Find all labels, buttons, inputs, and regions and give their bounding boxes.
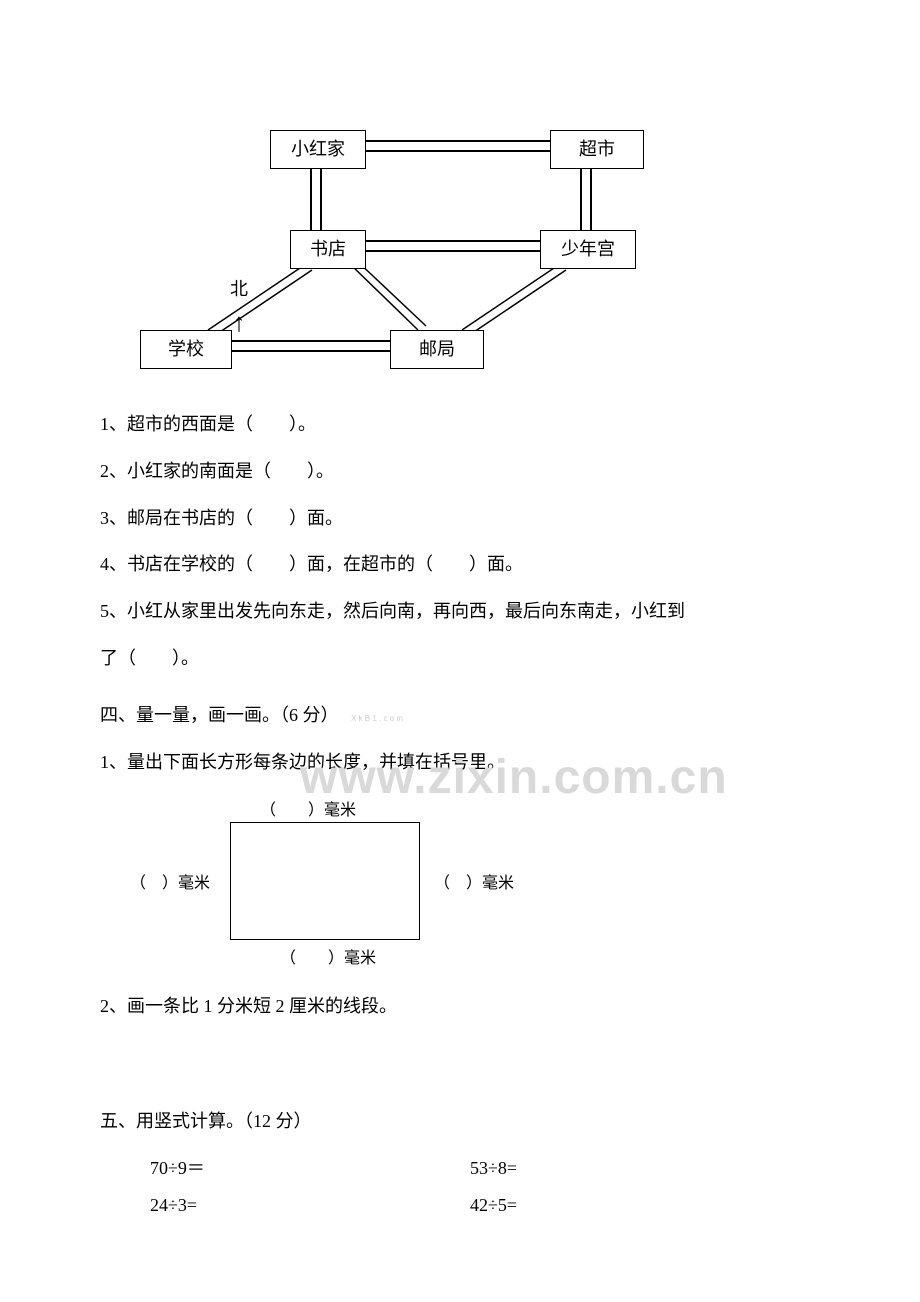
rectangle-box	[230, 822, 420, 940]
rectangle-measure: （ ）毫米 （ ）毫米 （ ）毫米 （ ）毫米	[130, 794, 530, 974]
diag-edge-0	[208, 264, 306, 330]
location-diagram: 小红家 超市书店 少年宫学校 邮局	[120, 130, 700, 390]
node-youju: 邮局	[390, 330, 484, 369]
calc-cell-1-0: 24÷3=	[100, 1191, 420, 1220]
node-shudian: 书店	[290, 230, 366, 269]
section-4-heading: 四、量一量，画一画。（6 分） X k B 1 . c o m	[100, 701, 820, 730]
diag-edge-3	[356, 260, 426, 326]
question-5b: 了（ ）。	[100, 644, 820, 673]
calc-cell-1-1: 42÷5=	[420, 1191, 740, 1220]
node-xiaohong: 小红家	[270, 130, 366, 169]
rect-label-top: （ ）毫米	[260, 798, 356, 824]
calc-cell-0-0: 70÷9＝	[100, 1154, 420, 1183]
section-5-heading: 五、用竖式计算。（12 分）	[100, 1107, 820, 1136]
node-xuexiao: 学校	[140, 330, 232, 369]
question-1: 1、超市的西面是（ ）。	[100, 410, 820, 439]
question-4: 4、书店在学校的（ ）面，在超市的（ ）面。	[100, 550, 820, 579]
calc-cell-0-1: 53÷8=	[420, 1154, 740, 1183]
section-4-sub2: 2、画一条比 1 分米短 2 厘米的线段。	[100, 992, 820, 1021]
tiny-source-text: X k B 1 . c o m	[351, 714, 403, 723]
question-3: 3、邮局在书店的（ ）面。	[100, 504, 820, 533]
node-chaoshi: 超市	[550, 130, 644, 169]
question-5a: 5、小红从家里出发先向东走，然后向南，再向西，最后向东南走，小红到	[100, 597, 820, 626]
rect-label-right: （ ）毫米	[434, 871, 514, 897]
calc-grid: 70÷9＝53÷8=24÷3=42÷5=	[100, 1154, 820, 1220]
rect-label-bottom: （ ）毫米	[280, 946, 376, 972]
node-shaoniangong: 少年宫	[540, 230, 636, 269]
spacer	[100, 1039, 820, 1079]
calc-row-0: 70÷9＝53÷8=	[100, 1154, 820, 1183]
section-4-title: 四、量一量，画一画。（6 分）	[100, 705, 339, 725]
diag-edge-5	[468, 270, 566, 336]
section-4-sub1: 1、量出下面长方形每条边的长度，并填在括号里。	[100, 748, 820, 777]
calc-row-1: 24÷3=42÷5=	[100, 1191, 820, 1220]
diag-edge-2	[350, 264, 418, 330]
question-2: 2、小红家的南面是（ ）。	[100, 457, 820, 486]
diag-edge-1	[214, 270, 312, 336]
diag-edge-4	[462, 264, 560, 330]
rect-label-left: （ ）毫米	[130, 871, 210, 897]
